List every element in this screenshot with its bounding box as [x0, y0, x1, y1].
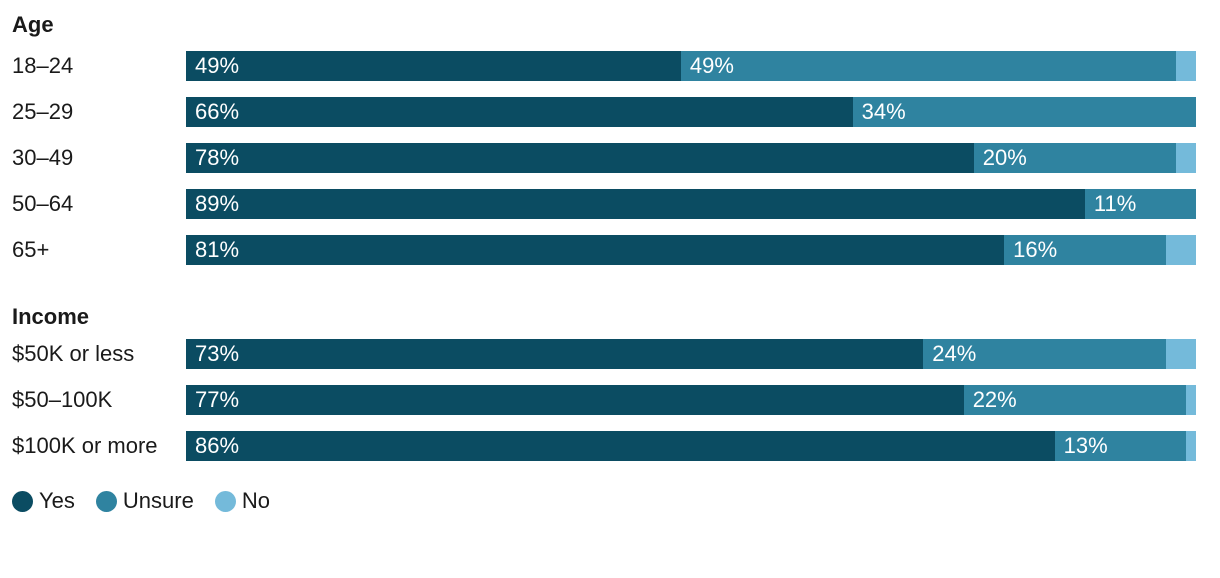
bar-segment-yes: 49%	[186, 51, 681, 81]
section-title: Age	[12, 12, 54, 37]
legend-item-yes: Yes	[12, 490, 75, 512]
bar-segment-unsure: 13%	[1054, 431, 1186, 461]
bar-row: 50–64 89% 11%	[0, 189, 1220, 219]
bar-segment-label: 81%	[195, 237, 240, 262]
bar-segment-no	[1185, 431, 1196, 461]
legend-label: No	[241, 488, 270, 513]
bar-segment-unsure: 34%	[852, 97, 1196, 127]
bar-segment-label: 24%	[932, 341, 977, 366]
legend-label: Unsure	[122, 488, 194, 513]
legend-dot-icon	[95, 490, 117, 512]
stacked-bar: 73% 24%	[186, 339, 1196, 369]
legend-dot-icon	[214, 490, 236, 512]
row-label: $100K or more	[12, 433, 158, 458]
bar-row: $50–100K 77% 22%	[0, 385, 1220, 415]
legend-dot-icon	[12, 490, 33, 512]
stacked-bar: 66% 34%	[186, 97, 1196, 127]
bar-segment-label: 78%	[195, 145, 240, 170]
bar-segment-label: 49%	[195, 53, 240, 78]
bar-segment-yes: 86%	[186, 431, 1055, 461]
bar-row: 18–24 49% 49%	[0, 51, 1220, 81]
bar-segment-yes: 78%	[186, 143, 974, 173]
stacked-bar: 89% 11%	[186, 189, 1196, 219]
row-label: 25–29	[12, 99, 74, 124]
bar-segment-label: 49%	[689, 53, 734, 78]
row-label: $50–100K	[12, 387, 113, 412]
bar-segment-label: 13%	[1063, 433, 1108, 458]
stacked-bar: 78% 20%	[186, 143, 1196, 173]
bar-segment-label: 11%	[1093, 191, 1137, 216]
bar-segment-no	[1165, 235, 1196, 265]
row-label: $50K or less	[12, 341, 135, 366]
bar-segment-yes: 89%	[186, 189, 1085, 219]
row-label: 30–49	[12, 145, 74, 170]
stacked-bar-chart: Age 18–24 49% 49% 25–29 66% 34% 30–49 78% 20% 50–6…	[0, 12, 1220, 578]
bar-segment-unsure: 22%	[963, 385, 1186, 415]
bar-segment-label: 16%	[1013, 237, 1058, 262]
legend: Yes Unsure No	[12, 490, 1220, 512]
bar-segment-yes: 66%	[186, 97, 853, 127]
legend-label: Yes	[39, 488, 75, 513]
bar-segment-label: 73%	[195, 341, 240, 366]
bar-row: 65+ 81% 16%	[0, 235, 1220, 265]
row-label: 65+	[12, 237, 50, 262]
bar-segment-no	[1175, 51, 1196, 81]
row-label: 50–64	[12, 191, 74, 216]
bar-segment-yes: 73%	[186, 339, 924, 369]
legend-item-no: No	[214, 488, 270, 513]
bar-segment-unsure: 20%	[973, 143, 1176, 173]
section-title: Income	[12, 304, 90, 329]
bar-row: $100K or more 86% 13%	[0, 431, 1220, 461]
bar-segment-yes: 81%	[186, 235, 1005, 265]
bar-segment-no	[1185, 385, 1196, 415]
bar-segment-unsure: 24%	[923, 339, 1166, 369]
chart-sections: Age 18–24 49% 49% 25–29 66% 34% 30–49 78% 20% 50–6…	[0, 12, 1220, 461]
bar-segment-unsure: 49%	[680, 51, 1176, 81]
bar-segment-label: 22%	[972, 387, 1017, 412]
stacked-bar: 86% 13%	[186, 431, 1196, 461]
stacked-bar: 81% 16%	[186, 235, 1196, 265]
bar-segment-no	[1165, 339, 1196, 369]
bar-segment-label: 86%	[195, 433, 240, 458]
bar-segment-label: 66%	[195, 99, 240, 124]
stacked-bar: 77% 22%	[186, 385, 1196, 415]
row-label: 18–24	[12, 53, 74, 78]
bar-row: 25–29 66% 34%	[0, 97, 1220, 127]
bar-segment-unsure: 16%	[1004, 235, 1166, 265]
bar-row: 30–49 78% 20%	[0, 143, 1220, 173]
bar-segment-no	[1175, 143, 1196, 173]
legend-item-unsure: Unsure	[95, 488, 194, 513]
bar-segment-yes: 77%	[186, 385, 964, 415]
bar-segment-label: 89%	[195, 191, 240, 216]
bar-segment-label: 77%	[195, 387, 240, 412]
bar-segment-label: 20%	[982, 145, 1027, 170]
bar-row: $50K or less 73% 24%	[0, 339, 1220, 369]
bar-segment-label: 34%	[861, 99, 906, 124]
bar-segment-unsure: 11%	[1084, 189, 1196, 219]
stacked-bar: 49% 49%	[186, 51, 1196, 81]
